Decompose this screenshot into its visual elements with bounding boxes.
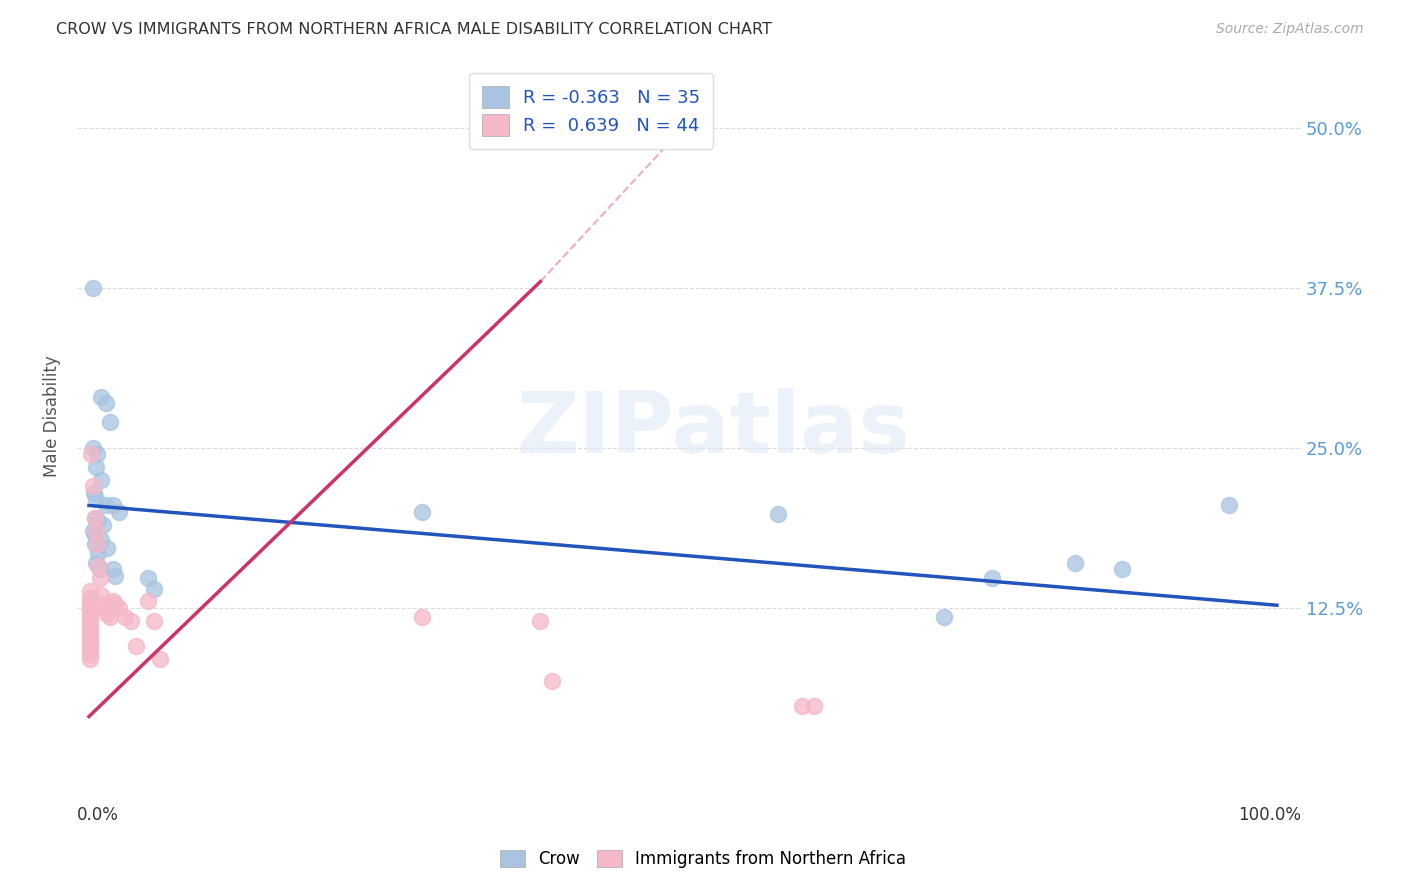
Point [84,511,107,525]
Point [114,609,136,624]
Point [143,582,166,596]
Point [82,479,104,493]
Point [98,415,121,429]
Point [91,600,114,615]
Point [79,648,101,662]
Point [79,599,101,613]
Point [84,537,107,551]
Point [90,588,112,602]
Point [980,571,1002,585]
Point [91,517,114,532]
Point [411,609,433,624]
Point [1064,556,1087,570]
Point [138,571,160,585]
Point [80,447,103,461]
Point [98,609,121,624]
Point [79,652,101,666]
Point [79,617,101,632]
Point [138,594,160,608]
Y-axis label: Male Disability: Male Disability [44,355,60,476]
Point [541,673,564,688]
Point [79,632,101,647]
Point [84,491,107,506]
Point [96,541,118,555]
Point [84,511,107,525]
Point [1111,562,1133,576]
Point [79,606,101,620]
Point [79,644,101,658]
Point [90,473,112,487]
Point [89,571,111,585]
Text: 0.0%: 0.0% [77,806,120,824]
Point [94,396,117,410]
Point [86,447,108,461]
Point [79,621,101,635]
Point [79,591,101,605]
Point [89,562,111,576]
Point [82,524,104,538]
Point [934,609,956,624]
Point [104,569,127,583]
Point [84,460,107,475]
Point [90,597,112,611]
Point [86,537,108,551]
Point [104,597,127,611]
Point [79,602,101,616]
Point [87,558,110,573]
Legend: Crow, Immigrants from Northern Africa: Crow, Immigrants from Northern Africa [494,843,912,875]
Point [87,514,110,528]
Text: 100.0%: 100.0% [1237,806,1301,824]
Point [143,614,166,628]
Point [83,485,105,500]
Point [79,584,101,599]
Point [120,614,142,628]
Point [87,546,110,560]
Point [96,607,118,622]
Point [101,594,124,608]
Point [101,562,124,576]
Point [84,528,107,542]
Point [790,699,813,714]
Point [149,652,172,666]
Point [94,499,117,513]
Point [766,508,789,522]
Point [82,281,104,295]
Point [125,639,148,653]
Point [84,556,107,570]
Point [79,609,101,624]
Point [101,499,124,513]
Point [529,614,551,628]
Point [79,625,101,640]
Point [79,640,101,655]
Point [107,505,129,519]
Point [803,699,825,714]
Point [107,600,129,615]
Point [82,441,104,455]
Legend: R = -0.363   N = 35, R =  0.639   N = 44: R = -0.363 N = 35, R = 0.639 N = 44 [470,73,713,149]
Text: Source: ZipAtlas.com: Source: ZipAtlas.com [1216,22,1364,37]
Text: CROW VS IMMIGRANTS FROM NORTHERN AFRICA MALE DISABILITY CORRELATION CHART: CROW VS IMMIGRANTS FROM NORTHERN AFRICA … [56,22,772,37]
Point [79,629,101,643]
Point [90,533,112,547]
Point [79,614,101,628]
Point [79,637,101,651]
Point [411,505,433,519]
Point [84,524,107,538]
Text: ZIPatlas: ZIPatlas [516,388,910,472]
Point [90,390,112,404]
Point [79,594,101,608]
Point [1218,499,1240,513]
